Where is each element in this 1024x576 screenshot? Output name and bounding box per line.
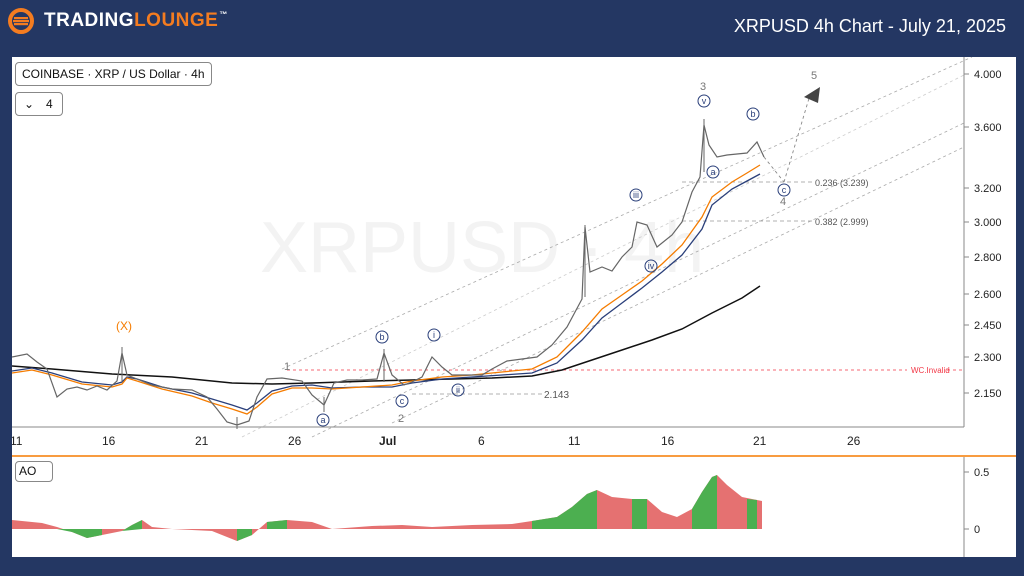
- fib-382-label: 0.382 (2.999): [815, 217, 869, 227]
- svg-text:16: 16: [102, 434, 116, 448]
- price-bars: [12, 124, 765, 426]
- svg-text:1: 1: [284, 361, 290, 373]
- svg-text:(X): (X): [116, 319, 132, 333]
- svg-text:c: c: [782, 185, 787, 195]
- logo-text: TradingLounge™: [44, 10, 228, 32]
- price-chart[interactable]: XRPUSD · 4h 4.000 3.600 3.200 3.000 2.80…: [12, 57, 1016, 557]
- indicators-toggle-button[interactable]: ⌄ 4: [15, 92, 63, 116]
- svg-text:iii: iii: [633, 190, 639, 200]
- svg-text:a: a: [710, 167, 715, 177]
- svg-text:21: 21: [753, 434, 767, 448]
- svg-text:2: 2: [398, 413, 404, 425]
- target-arrow-icon: [804, 87, 820, 103]
- wave-x-label: (X): [116, 319, 132, 333]
- svg-text:b: b: [379, 332, 384, 342]
- ema-fast-line: [12, 164, 761, 415]
- ao-y-axis: 0.5 0: [964, 467, 989, 536]
- logo-icon: [8, 8, 34, 34]
- svg-text:4: 4: [780, 196, 786, 208]
- svg-text:26: 26: [847, 434, 861, 448]
- watermark: XRPUSD · 4h: [260, 208, 704, 288]
- chart-panel[interactable]: XRPUSD · 4h 4.000 3.600 3.200 3.000 2.80…: [12, 57, 1016, 557]
- svg-text:2.800: 2.800: [974, 252, 1002, 264]
- svg-text:3: 3: [700, 81, 706, 93]
- ao-histogram: [12, 475, 762, 541]
- svg-text:11: 11: [12, 434, 23, 448]
- wave-number-labels: 3 4 5 2 1: [284, 70, 817, 425]
- svg-text:6: 6: [478, 434, 485, 448]
- trend-channel: [241, 57, 973, 438]
- projection-path: [763, 94, 811, 183]
- svg-text:0: 0: [974, 524, 980, 536]
- svg-text:ii: ii: [456, 385, 460, 395]
- fib-levels: [412, 181, 812, 395]
- wc-invalid-label: WC.Invalid: [911, 366, 950, 375]
- sma-slow-line: [12, 285, 761, 385]
- svg-text:c: c: [400, 396, 405, 406]
- chart-title: XRPUSD 4h Chart - July 21, 2025: [733, 16, 1006, 36]
- svg-text:Jul: Jul: [379, 434, 396, 448]
- svg-text:2.600: 2.600: [974, 289, 1002, 301]
- svg-text:3.200: 3.200: [974, 183, 1002, 195]
- price-y-axis: 4.000 3.600 3.200 3.000 2.800 2.600 2.45…: [964, 69, 1002, 400]
- svg-text:2.450: 2.450: [974, 320, 1002, 332]
- ao-legend[interactable]: AO: [15, 461, 53, 482]
- svg-text:2.150: 2.150: [974, 388, 1002, 400]
- svg-text:26: 26: [288, 434, 302, 448]
- indicator-count: 4: [46, 97, 53, 111]
- svg-text:16: 16: [661, 434, 675, 448]
- header: TradingLounge™ XRPUSD 4h Chart - July 21…: [0, 0, 1024, 57]
- logo-trademark: ™: [219, 10, 228, 19]
- chevron-down-icon: ⌄: [24, 97, 35, 111]
- date-x-axis: 11 16 21 26 Jul 6 11 16 21 26: [12, 434, 861, 448]
- svg-text:0.5: 0.5: [974, 467, 989, 479]
- symbol-legend[interactable]: COINBASE · XRP / US Dollar · 4h: [15, 62, 212, 86]
- svg-text:3.000: 3.000: [974, 217, 1002, 229]
- brand-logo: TradingLounge™: [8, 6, 228, 36]
- svg-text:a: a: [320, 415, 325, 425]
- fib-236-label: 0.236 (3.239): [815, 178, 869, 188]
- svg-text:4.000: 4.000: [974, 69, 1002, 81]
- level-2143-label: 2.143: [544, 390, 569, 401]
- svg-text:11: 11: [568, 434, 581, 448]
- svg-text:5: 5: [811, 70, 817, 82]
- circled-wave-labels: v a b c iii iv i ii b a c: [316, 94, 791, 427]
- svg-text:i: i: [433, 330, 435, 340]
- svg-text:b: b: [750, 109, 755, 119]
- svg-text:21: 21: [195, 434, 209, 448]
- svg-text:3.600: 3.600: [974, 122, 1002, 134]
- svg-text:2.300: 2.300: [974, 352, 1002, 364]
- svg-text:v: v: [702, 96, 707, 106]
- logo-text-trading: Trading: [44, 10, 135, 31]
- logo-text-lounge: Lounge: [134, 10, 219, 31]
- price-bar-wicks: [121, 119, 705, 429]
- svg-text:iv: iv: [648, 261, 655, 271]
